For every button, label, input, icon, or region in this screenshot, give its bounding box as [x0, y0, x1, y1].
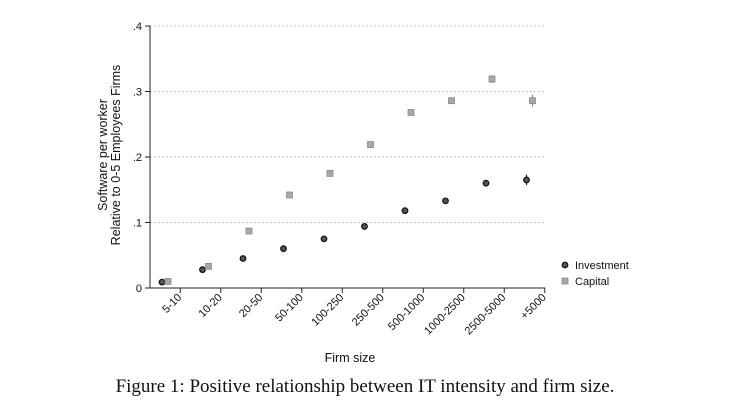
axes: 0 .1 .2 .3 .4 5-10 10-20 20-50 50-100 100-250 250-… [133, 21, 549, 337]
point-capital [367, 141, 374, 148]
x-tick-label: 1000-2500 [422, 292, 468, 338]
x-tick-label: 5-10 [160, 292, 184, 316]
x-tick-label: 250-500 [350, 292, 387, 329]
legend-label-capital: Capital [575, 276, 609, 288]
point-capital [407, 109, 415, 116]
data-marks [158, 75, 536, 286]
legend: Investment Capital [561, 260, 629, 288]
point-capital [245, 227, 253, 235]
point-investment [199, 266, 206, 274]
point-capital [326, 169, 334, 177]
legend-marker-investment [561, 261, 569, 269]
point-investment [361, 223, 368, 230]
point-investment [442, 197, 449, 205]
point-capital [448, 97, 455, 105]
y-tick-label: .3 [133, 87, 142, 99]
point-investment [239, 255, 247, 262]
point-investment [320, 235, 328, 243]
legend-marker-capital [561, 277, 569, 285]
x-tick-label: 500-1000 [386, 292, 427, 333]
y-tick-label: 0 [136, 283, 142, 295]
x-tick-label: 50-100 [273, 292, 306, 325]
x-tick-label: 20-50 [237, 292, 265, 320]
point-capital [286, 191, 293, 199]
legend-label-investment: Investment [575, 260, 629, 272]
point-investment [523, 176, 530, 184]
point-capital [205, 262, 212, 270]
y-tick-label: .4 [133, 21, 142, 33]
y-tick-label: .2 [133, 152, 142, 164]
point-investment [280, 245, 287, 253]
x-tick-label: 2500-5000 [463, 292, 509, 338]
point-investment [158, 278, 166, 286]
gridlines [150, 25, 545, 223]
point-capital [488, 75, 496, 83]
point-investment [482, 179, 490, 187]
y-axis-title-line-2: Relative to 0-5 Employees Firms [109, 65, 123, 246]
point-investment [401, 207, 409, 215]
x-axis-title: Firm size [325, 351, 376, 365]
x-tick-label: +5000 [519, 292, 549, 322]
x-tick-label: 10-20 [196, 292, 224, 320]
x-tick-label: 100-250 [309, 292, 346, 329]
y-tick-label: .1 [133, 218, 142, 230]
point-capital [164, 278, 172, 285]
y-axis-title-line-1: Software per worker [96, 99, 110, 211]
point-capital [529, 97, 536, 105]
figure-caption: Figure 1: Positive relationship between … [115, 376, 615, 397]
chart: 0 .1 .2 .3 .4 5-10 10-20 20-50 50-100 100-250 250-… [96, 21, 629, 365]
